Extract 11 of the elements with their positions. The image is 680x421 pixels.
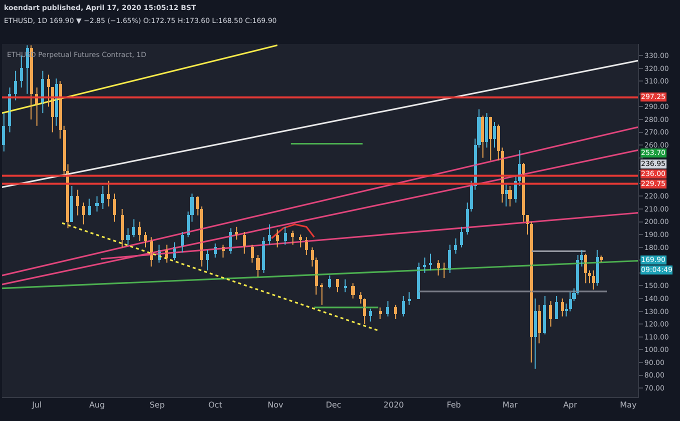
- x-tick-label: Feb: [446, 400, 461, 410]
- x-tick-label: Mar: [502, 400, 518, 410]
- x-tick-label: Sep: [150, 400, 165, 410]
- x-tick-label: Dec: [326, 400, 342, 410]
- x-tick-label: May: [620, 400, 637, 410]
- x-tick-label: Nov: [268, 400, 284, 410]
- x-tick-label: Apr: [563, 400, 578, 410]
- x-tick-label: Oct: [208, 400, 222, 410]
- x-tick-label: 2020: [384, 400, 404, 410]
- x-tick-label: Aug: [89, 400, 105, 410]
- x-tick-label: Jul: [31, 400, 42, 410]
